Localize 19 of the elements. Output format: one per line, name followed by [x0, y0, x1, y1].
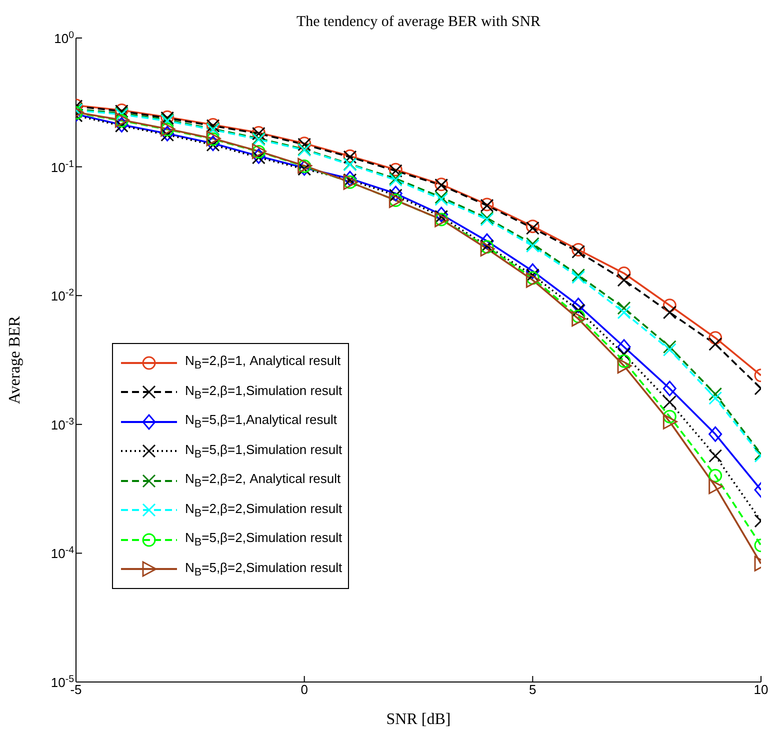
x-tick-label: 5: [529, 682, 536, 697]
legend-label: N$_{B}$=2,β=1,Simulation result: [185, 382, 342, 402]
y-tick-label: 10$^{-4}$: [50, 544, 75, 562]
y-tick-label: 10$^{-2}$: [50, 287, 74, 304]
y-tick-label: 10$^{-3}$: [50, 416, 74, 432]
y-tick-label: 10$^{0}$: [54, 30, 75, 46]
legend-label: N$_{B}$=2,β=2,Simulation result: [185, 500, 342, 520]
y-axis-title: Average BER: [6, 316, 24, 404]
x-axis-title: SNR [dB]: [386, 711, 451, 728]
legend-label: N$_{B}$=5,β=2,Simulation result: [185, 530, 342, 550]
legend-label: N$_{B}$=2,β=2, Analytical result: [185, 471, 341, 490]
chart-title: The tendency of average BER with SNR: [296, 14, 541, 30]
y-tick-label: 10$^{-1}$: [50, 158, 74, 175]
legend-label: N$_{B}$=5,β=1,Analytical result: [185, 412, 338, 432]
legend-label: N$_{B}$=5,β=1,Simulation result: [185, 442, 342, 461]
legend-label: N$_{B}$=2,β=1, Analytical result: [185, 353, 341, 372]
legend-label: N$_{B}$=5,β=2,Simulation result: [185, 560, 342, 579]
x-tick-label: 0: [300, 682, 308, 697]
x-tick-label: 10: [754, 682, 768, 697]
